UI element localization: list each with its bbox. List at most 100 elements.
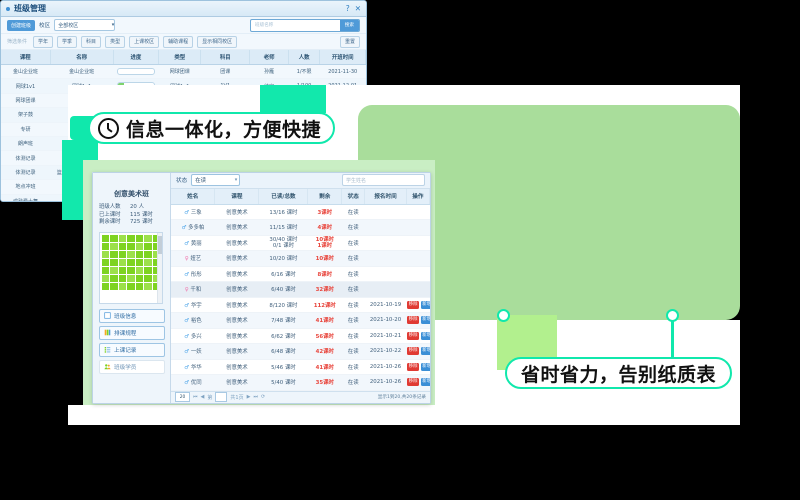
seat-cell[interactable]	[135, 242, 144, 250]
table-row[interactable]: ♂ 彤彤 创意美术 6/16 课时 8课时 在读	[171, 266, 430, 283]
page-size-select[interactable]: 20	[175, 392, 190, 403]
seat-cell[interactable]	[127, 242, 135, 250]
seat-cell[interactable]	[118, 250, 127, 258]
column-header[interactable]: 课程	[214, 188, 260, 205]
filter-chip-5[interactable]: 上课校区	[129, 35, 160, 48]
sidebar-button-3[interactable]: 上课记录	[99, 342, 165, 357]
filter-chip-7[interactable]: 显示相同校区	[197, 35, 238, 48]
sidebar-button-1[interactable]: 班级信息	[99, 308, 165, 323]
column-header[interactable]: 姓名	[171, 188, 216, 205]
seat-cell[interactable]	[118, 234, 127, 242]
table-row[interactable]: ♂ 三象 创意美术 13/16 课时 3课时 在读	[171, 204, 430, 221]
table-row[interactable]: ♂ 黄丽 创意美术 30/40 课时 0/1 课时 10课时 1课时 在读	[171, 235, 430, 252]
seat-cell[interactable]	[135, 274, 144, 282]
seat-cell[interactable]	[127, 234, 135, 242]
seat-cell[interactable]	[135, 266, 144, 274]
column-header[interactable]: 老师	[249, 50, 289, 65]
seat-cell[interactable]	[118, 282, 127, 290]
seat-cell[interactable]	[110, 258, 118, 266]
last-page-icon[interactable]: ⏭	[253, 394, 258, 401]
campus-select[interactable]: 全部校区 ▾	[54, 19, 116, 31]
seat-cell[interactable]	[118, 258, 127, 266]
table-row[interactable]: ♂ 多多帕 创意美术 11/15 课时 4课时 在读	[171, 219, 430, 236]
seat-cell[interactable]	[127, 250, 135, 258]
seat-cell[interactable]	[144, 258, 152, 266]
row-action-remove[interactable]: 移除	[407, 316, 420, 325]
column-header[interactable]: 剩余	[307, 188, 343, 205]
class-search-button[interactable]: 搜索	[339, 19, 359, 31]
seat-cell[interactable]	[152, 258, 160, 266]
column-header[interactable]: 报名时间	[364, 188, 407, 205]
row-action-remove[interactable]: 移除	[407, 347, 420, 356]
seat-cell[interactable]	[127, 266, 135, 274]
first-page-icon[interactable]: ⏮	[193, 394, 198, 401]
seat-cell[interactable]	[152, 266, 160, 274]
sidebar-button-4[interactable]: 班级学员	[99, 359, 165, 374]
column-header[interactable]: 类型	[158, 50, 202, 65]
table-row[interactable]: ♀ 千和 创意美术 6/40 课时 32课时 在读	[171, 281, 430, 298]
seat-cell[interactable]	[127, 258, 135, 266]
column-header[interactable]: 人数	[288, 50, 321, 65]
column-header[interactable]: 状态	[341, 188, 366, 205]
seat-cell[interactable]	[110, 274, 118, 282]
table-row[interactable]: 金山企业班 金山企业班 网球团课 团课 孙雁 1/不限 2021-11-30	[1, 64, 366, 80]
seat-cell[interactable]	[118, 242, 127, 250]
row-action-add[interactable]: 新增	[420, 331, 430, 340]
seat-cell[interactable]	[127, 282, 135, 290]
seat-cell[interactable]	[152, 250, 160, 258]
seat-cell[interactable]	[110, 234, 118, 242]
row-action-add[interactable]: 新增	[420, 347, 430, 356]
seat-cell[interactable]	[102, 234, 110, 242]
seat-cell[interactable]	[110, 250, 118, 258]
next-page-icon[interactable]: ▶	[246, 394, 251, 401]
seat-cell[interactable]	[102, 274, 110, 282]
prev-page-icon[interactable]: ◀	[200, 394, 205, 401]
seat-cell[interactable]	[144, 234, 152, 242]
seat-cell[interactable]	[118, 266, 127, 274]
seat-cell[interactable]	[127, 274, 135, 282]
status-filter-select[interactable]: 在读 ▾	[191, 174, 241, 187]
seat-cell[interactable]	[102, 258, 110, 266]
column-header[interactable]: 科目	[200, 50, 251, 65]
student-search-input[interactable]: 学生姓名	[342, 174, 425, 187]
row-action-add[interactable]: 新增	[420, 316, 430, 325]
column-header[interactable]: 课程	[1, 50, 51, 65]
reset-filters-button[interactable]: 重置	[339, 35, 360, 48]
seat-cell[interactable]	[135, 250, 144, 258]
column-header[interactable]: 名称	[50, 50, 114, 65]
table-row[interactable]: ♀ 妞艺 创意美术 10/20 课时 10课时 在读	[171, 250, 430, 267]
row-action-remove[interactable]: 移除	[407, 378, 420, 387]
row-action-add[interactable]: 新增	[420, 378, 430, 387]
seat-cell[interactable]	[152, 242, 160, 250]
page-number-input[interactable]	[215, 392, 228, 403]
close-icon[interactable]: ✕	[354, 4, 361, 13]
seat-cell[interactable]	[144, 282, 152, 290]
filter-chip-6[interactable]: 辅助课程	[163, 35, 194, 48]
refresh-icon[interactable]: ⟳	[260, 394, 266, 401]
seat-map-scrollbar[interactable]	[157, 232, 162, 303]
seat-cell[interactable]	[144, 250, 152, 258]
class-search-box[interactable]: 班级名称 搜索	[250, 18, 360, 32]
seat-cell[interactable]	[144, 266, 152, 274]
seat-cell[interactable]	[110, 282, 118, 290]
seat-cell[interactable]	[118, 274, 127, 282]
create-class-button[interactable]: 创建班级	[7, 19, 36, 31]
row-action-remove[interactable]: 移除	[407, 300, 420, 309]
column-header[interactable]: 开班时间	[319, 50, 366, 65]
seat-cell[interactable]	[144, 242, 152, 250]
seat-cell[interactable]	[102, 282, 110, 290]
column-header[interactable]: 进度	[113, 50, 160, 65]
filter-chip-3[interactable]: 科目	[81, 35, 102, 48]
seat-cell[interactable]	[102, 266, 110, 274]
seat-cell[interactable]	[135, 282, 144, 290]
help-icon[interactable]: ?	[345, 4, 350, 13]
row-action-remove[interactable]: 移除	[407, 362, 420, 371]
filter-chip-4[interactable]: 类型	[105, 35, 126, 48]
seat-map[interactable]	[99, 231, 163, 304]
